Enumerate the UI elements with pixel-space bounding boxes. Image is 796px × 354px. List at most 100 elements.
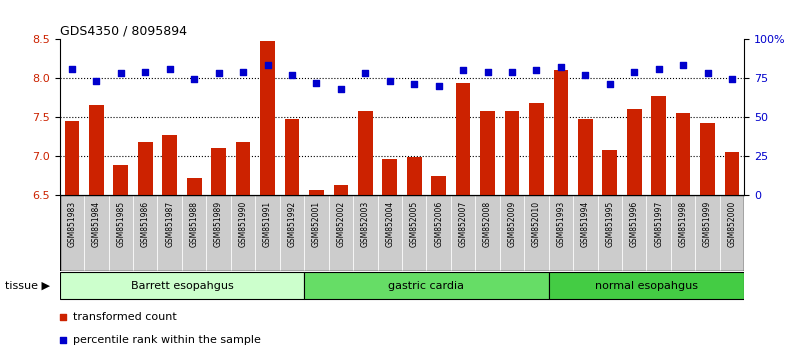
Bar bbox=[651, 96, 666, 195]
Bar bbox=[187, 178, 201, 195]
Text: GSM851999: GSM851999 bbox=[703, 201, 712, 247]
Bar bbox=[578, 119, 593, 195]
Bar bbox=[676, 113, 690, 195]
Text: GSM851993: GSM851993 bbox=[556, 201, 565, 247]
Bar bbox=[89, 105, 103, 195]
Point bbox=[555, 64, 568, 70]
Bar bbox=[60, 195, 84, 271]
Text: GSM851997: GSM851997 bbox=[654, 201, 663, 247]
Bar bbox=[382, 159, 397, 195]
Text: GSM851984: GSM851984 bbox=[92, 201, 101, 247]
Point bbox=[677, 63, 689, 68]
Text: GSM851983: GSM851983 bbox=[68, 201, 76, 247]
Bar bbox=[598, 195, 622, 271]
Text: gastric cardia: gastric cardia bbox=[388, 281, 464, 291]
Bar bbox=[603, 149, 617, 195]
Point bbox=[432, 83, 445, 88]
Bar bbox=[285, 119, 299, 195]
Bar bbox=[646, 195, 671, 271]
Text: GSM851987: GSM851987 bbox=[166, 201, 174, 247]
Text: Barrett esopahgus: Barrett esopahgus bbox=[131, 281, 233, 291]
Bar bbox=[182, 195, 206, 271]
Bar bbox=[431, 176, 446, 195]
Point bbox=[701, 70, 714, 76]
Bar bbox=[451, 195, 475, 271]
Text: GSM851996: GSM851996 bbox=[630, 201, 638, 247]
Point bbox=[163, 66, 176, 72]
Point bbox=[65, 66, 78, 72]
Bar bbox=[138, 142, 153, 195]
Bar bbox=[500, 195, 525, 271]
Text: GSM851998: GSM851998 bbox=[679, 201, 688, 247]
Bar bbox=[377, 195, 402, 271]
Text: GSM852005: GSM852005 bbox=[410, 201, 419, 247]
Bar bbox=[108, 195, 133, 271]
Text: GSM851990: GSM851990 bbox=[239, 201, 248, 247]
Text: GSM851994: GSM851994 bbox=[581, 201, 590, 247]
Bar bbox=[353, 195, 377, 271]
Bar bbox=[206, 195, 231, 271]
Point bbox=[652, 66, 665, 72]
Point bbox=[213, 70, 225, 76]
Text: GSM851989: GSM851989 bbox=[214, 201, 223, 247]
Text: transformed count: transformed count bbox=[73, 312, 178, 322]
Text: GSM851986: GSM851986 bbox=[141, 201, 150, 247]
Point bbox=[90, 78, 103, 84]
Bar bbox=[724, 152, 739, 195]
Text: GSM851992: GSM851992 bbox=[287, 201, 296, 247]
Point bbox=[236, 69, 249, 74]
Bar bbox=[505, 112, 519, 195]
Bar bbox=[60, 272, 304, 299]
Bar bbox=[548, 195, 573, 271]
Point bbox=[334, 86, 347, 92]
Bar bbox=[475, 195, 500, 271]
Text: GSM852001: GSM852001 bbox=[312, 201, 321, 247]
Bar bbox=[158, 195, 182, 271]
Text: GSM851995: GSM851995 bbox=[605, 201, 615, 247]
Bar bbox=[622, 195, 646, 271]
Text: GSM852004: GSM852004 bbox=[385, 201, 394, 247]
Text: GSM852008: GSM852008 bbox=[483, 201, 492, 247]
Text: GSM852010: GSM852010 bbox=[532, 201, 541, 247]
Bar bbox=[162, 135, 177, 195]
Point bbox=[115, 70, 127, 76]
Bar bbox=[211, 148, 226, 195]
Text: GSM852000: GSM852000 bbox=[728, 201, 736, 247]
Point bbox=[628, 69, 641, 74]
Bar bbox=[114, 165, 128, 195]
Text: GSM851988: GSM851988 bbox=[189, 201, 199, 247]
Bar bbox=[133, 195, 158, 271]
Point bbox=[286, 72, 298, 78]
Bar bbox=[64, 121, 80, 195]
Bar bbox=[407, 157, 422, 195]
Text: GSM852007: GSM852007 bbox=[458, 201, 467, 247]
Point bbox=[457, 67, 470, 73]
Bar bbox=[720, 195, 744, 271]
Point bbox=[481, 69, 494, 74]
Text: GSM852009: GSM852009 bbox=[508, 201, 517, 247]
Text: percentile rank within the sample: percentile rank within the sample bbox=[73, 335, 261, 346]
Bar bbox=[304, 272, 548, 299]
Bar bbox=[236, 142, 251, 195]
Point bbox=[310, 80, 323, 85]
Text: GSM851985: GSM851985 bbox=[116, 201, 125, 247]
Text: GSM852002: GSM852002 bbox=[337, 201, 345, 247]
Point bbox=[261, 63, 274, 68]
Bar bbox=[480, 110, 495, 195]
Text: GSM851991: GSM851991 bbox=[263, 201, 272, 247]
Point bbox=[188, 76, 201, 82]
Bar bbox=[256, 195, 279, 271]
Text: GSM852006: GSM852006 bbox=[434, 201, 443, 247]
Bar bbox=[627, 109, 642, 195]
Bar bbox=[402, 195, 427, 271]
Point bbox=[408, 81, 420, 87]
Point bbox=[530, 67, 543, 73]
Bar bbox=[671, 195, 696, 271]
Point bbox=[384, 78, 396, 84]
Point bbox=[505, 69, 518, 74]
Text: normal esopahgus: normal esopahgus bbox=[595, 281, 698, 291]
Bar bbox=[329, 195, 353, 271]
Bar bbox=[525, 195, 548, 271]
Bar bbox=[260, 41, 275, 195]
Point bbox=[139, 69, 151, 74]
